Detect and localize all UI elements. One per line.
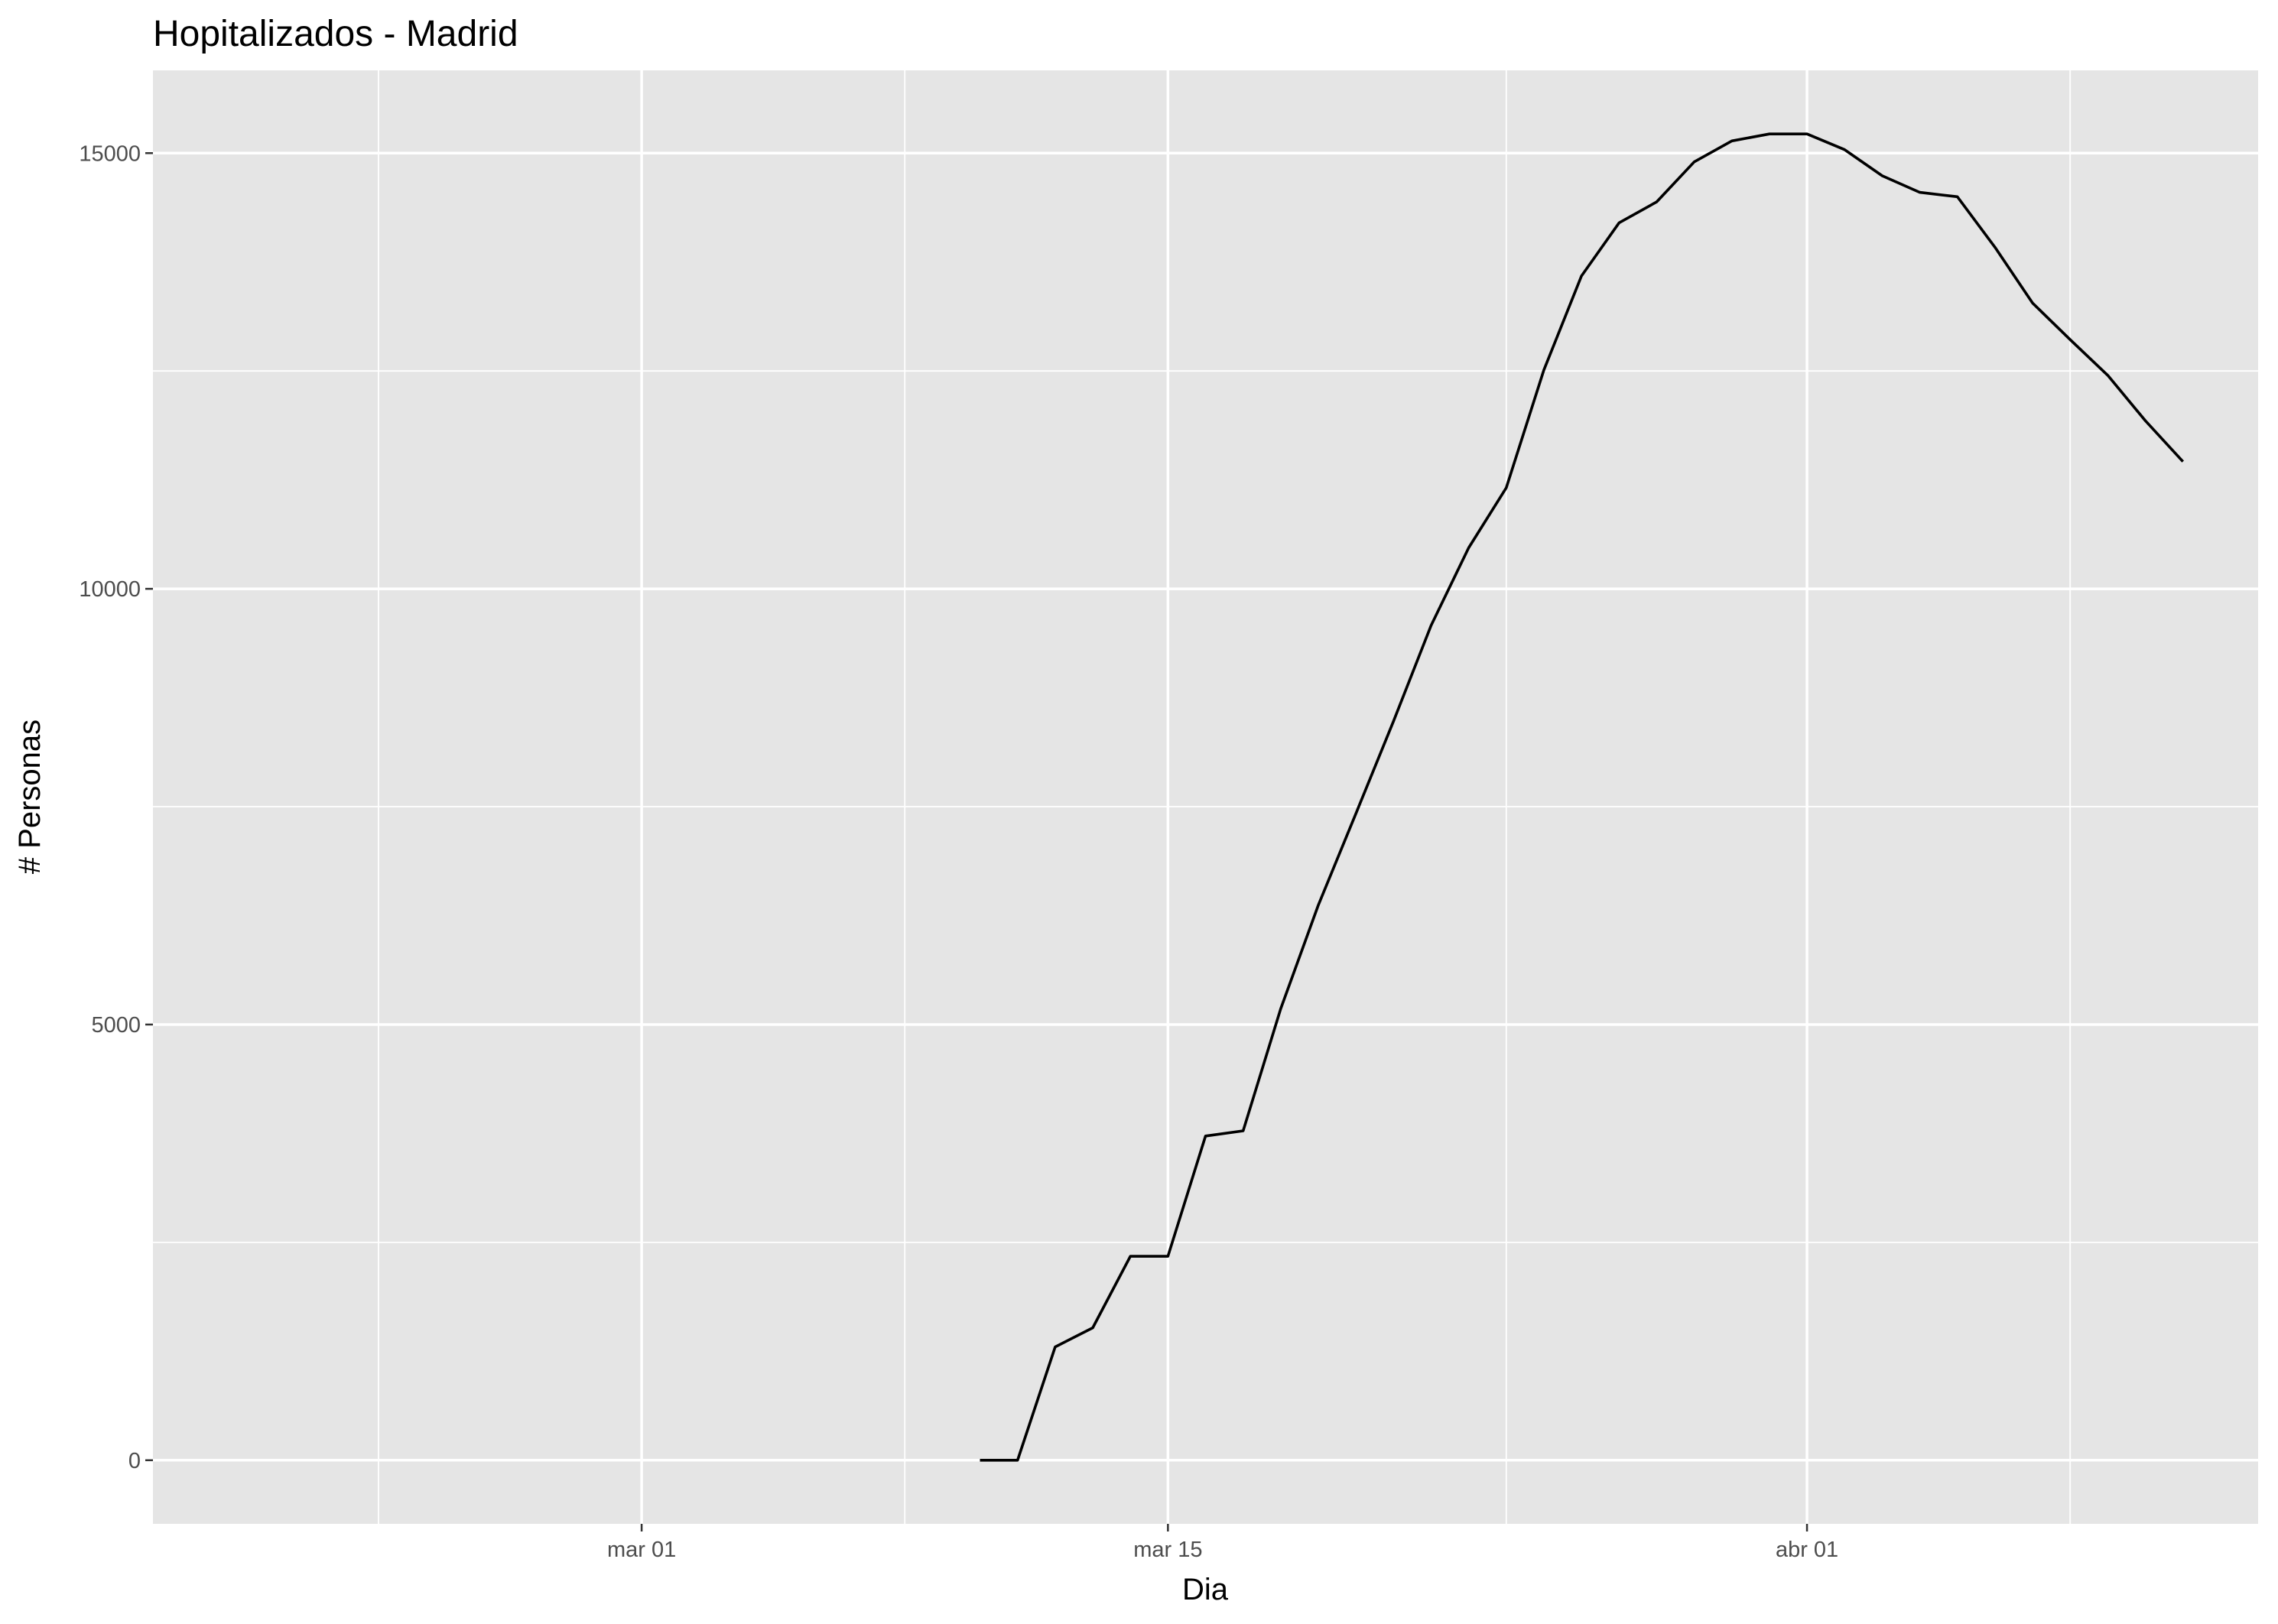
y-axis-title: # Personas: [13, 719, 47, 874]
x-axis: mar 01 mar 15 abr 01: [607, 1524, 1838, 1562]
plot-title: Hopitalizados - Madrid: [153, 14, 518, 54]
x-tick-label: abr 01: [1776, 1538, 1838, 1562]
series-line: [980, 132, 2185, 1462]
y-tick-label: 15000: [79, 141, 141, 166]
y-axis: 0 5000 10000 15000: [79, 141, 153, 1473]
plot-panel: [153, 70, 2258, 1524]
x-tick-label: mar 15: [1133, 1538, 1202, 1562]
y-tick-label: 0: [128, 1449, 141, 1473]
y-tick-label: 5000: [91, 1013, 141, 1038]
y-tick-label: 10000: [79, 577, 141, 602]
x-axis-title: Dia: [1182, 1573, 1229, 1606]
major-gridlines: [153, 70, 2258, 1524]
x-tick-label: mar 01: [607, 1538, 676, 1562]
series-layer: [980, 132, 2185, 1462]
minor-gridlines: [153, 70, 2258, 1524]
